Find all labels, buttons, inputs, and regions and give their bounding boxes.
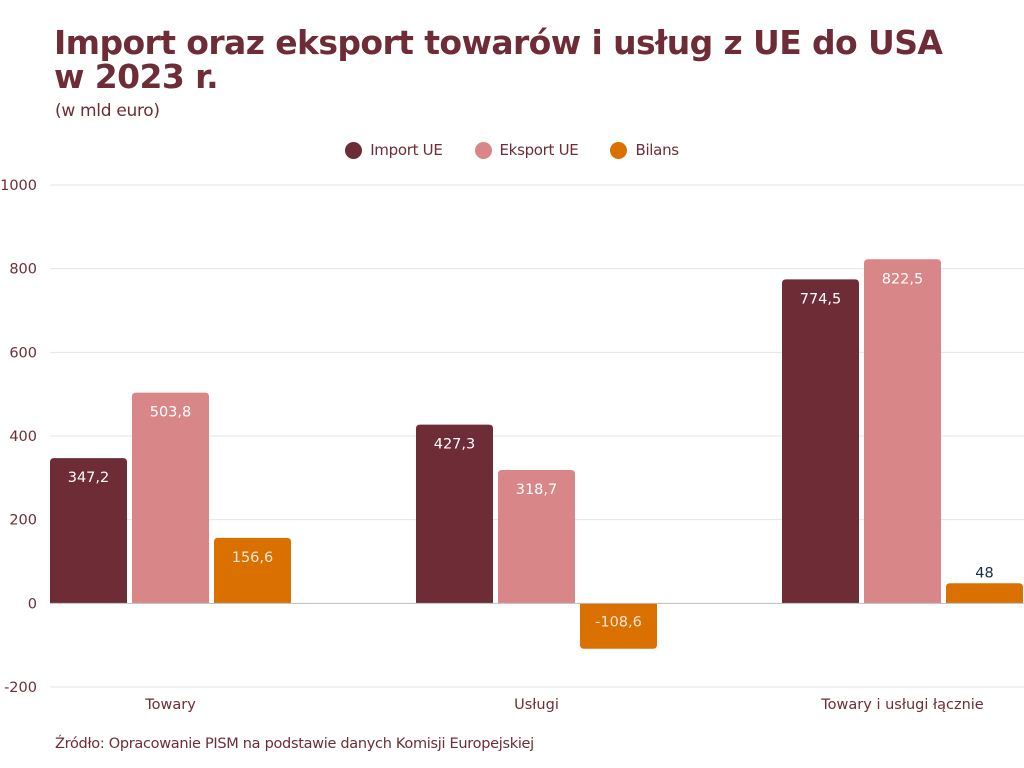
legend-label: Eksport UE — [499, 141, 579, 159]
gridlines — [50, 184, 1024, 688]
bar-import-ue — [782, 279, 859, 604]
legend-item-import[interactable]: Import UE — [345, 141, 443, 159]
bar-bilans — [580, 603, 657, 649]
y-tick-label: 200 — [9, 513, 37, 529]
source-note: Źródło: Opracowanie PISM na podstawie da… — [55, 736, 534, 752]
bar-import-ue — [50, 458, 127, 604]
legend-label: Bilans — [635, 141, 679, 159]
y-axis: 1000 800 600 400 200 0 -200 — [0, 178, 37, 696]
x-tick-label: Towary i usługi łącznie — [820, 697, 984, 713]
chart-title: Import oraz eksport towarów i usług z UE… — [54, 23, 943, 96]
bar-eksport-ue — [132, 392, 209, 604]
bar-eksport-ue — [498, 470, 575, 604]
legend-item-bilans[interactable]: Bilans — [610, 141, 679, 159]
legend: Import UE Eksport UE Bilans — [0, 141, 1024, 159]
y-tick-label: -200 — [4, 680, 37, 696]
data-label: 347,2 — [68, 470, 110, 486]
x-tick-label: Usługi — [514, 697, 559, 713]
bars — [50, 259, 1023, 649]
y-tick-label: 0 — [28, 596, 37, 612]
chart-subtitle: (w mld euro) — [55, 101, 160, 121]
y-tick-label: 400 — [9, 429, 37, 445]
x-axis: Towary Usługi Towary i usługi łącznie — [144, 697, 984, 713]
y-tick-label: 1000 — [0, 178, 37, 194]
legend-dot-icon — [474, 141, 492, 159]
data-label: 774,5 — [800, 291, 842, 307]
bar-bilans — [214, 537, 291, 604]
data-label: 822,5 — [882, 271, 924, 287]
bar-eksport-ue — [864, 259, 941, 604]
data-label: 503,8 — [150, 405, 192, 421]
legend-item-eksport[interactable]: Eksport UE — [474, 141, 579, 159]
legend-label: Import UE — [370, 141, 443, 159]
x-tick-label: Towary — [144, 697, 196, 713]
y-tick-label: 600 — [9, 345, 37, 361]
data-labels: 347,2 503,8 156,6 427,3 318,7 -108,6 774,5 822,… — [68, 271, 994, 630]
bar-bilans — [946, 583, 1023, 604]
data-label: 48 — [975, 565, 993, 581]
legend-dot-icon — [610, 141, 628, 159]
data-label: 318,7 — [516, 482, 558, 498]
data-label: -108,6 — [595, 614, 642, 630]
legend-dot-icon — [345, 141, 363, 159]
y-tick-label: 800 — [9, 262, 37, 278]
data-label: 427,3 — [434, 437, 476, 453]
bar-import-ue — [416, 424, 493, 604]
data-label: 156,6 — [232, 550, 274, 566]
